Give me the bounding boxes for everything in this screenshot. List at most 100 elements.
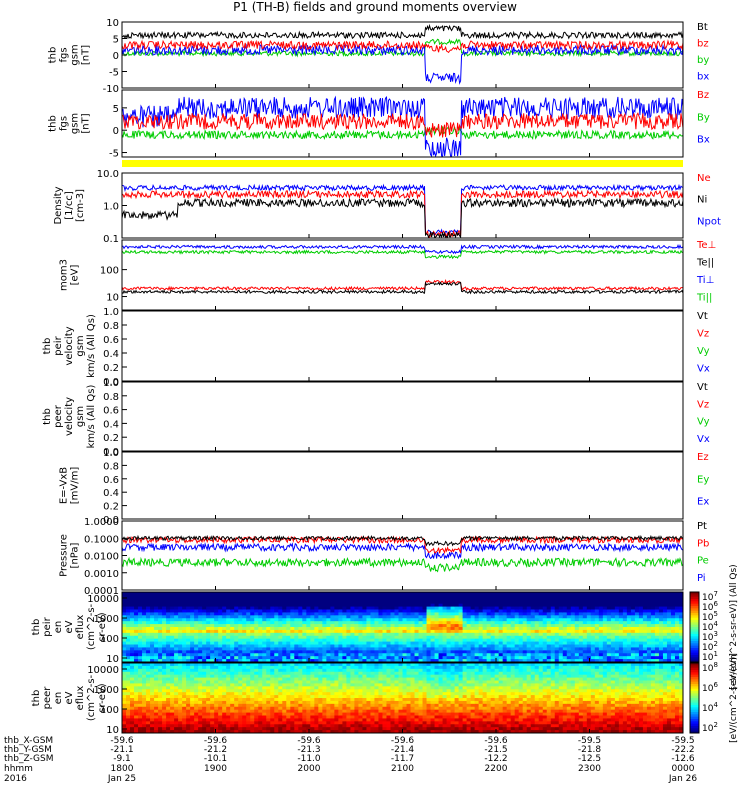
- legend-entry: Vt: [697, 382, 708, 393]
- xaxis-row-label: thb_Y-GSM: [4, 745, 52, 755]
- colorbar-9: [690, 663, 699, 734]
- axis-label: peir: [42, 616, 53, 636]
- axis-label: sr-eV): [97, 683, 108, 712]
- ytick-label: -10: [103, 84, 119, 95]
- axis-label: [mV/m]: [70, 467, 81, 505]
- xaxis-row-label: thb_X-GSM: [4, 736, 53, 746]
- axis-label: thb: [31, 690, 42, 707]
- axis-label: [eV]: [70, 265, 81, 286]
- legend-entry: Bz: [697, 90, 709, 101]
- xtick-label: -21.3: [297, 745, 320, 755]
- series-Pt: [121, 534, 684, 547]
- axis-label: thb: [42, 338, 53, 355]
- axis-label: velocity: [64, 397, 75, 436]
- xtick-label: -59.6: [391, 736, 415, 746]
- colorbar-tick: 104: [702, 701, 718, 714]
- series-Bx: [121, 95, 684, 158]
- series-Te-par: [121, 281, 684, 295]
- xtick-label: -21.1: [110, 745, 133, 755]
- ytick-label: 1.0: [103, 307, 119, 318]
- spectrogram-9: [122, 663, 684, 734]
- ytick-label: 100: [100, 266, 119, 277]
- series-Ti-perp: [122, 244, 684, 255]
- axis-label: (cm^2-s-: [86, 603, 97, 650]
- panel-frame-6: [121, 451, 684, 520]
- ytick-label: 0.0100: [84, 552, 119, 563]
- legend-entry: Ey: [697, 474, 709, 485]
- legend-entry: Ni: [697, 195, 707, 206]
- legend-entry: Te⊥: [696, 240, 716, 251]
- ytick-label: 0.6: [103, 475, 119, 486]
- ytick-label: 0.0001: [84, 586, 119, 597]
- plot-title: P1 (TH-B) fields and ground moments over…: [233, 0, 517, 14]
- legend-entry: Vz: [697, 329, 709, 340]
- legend-entry: bz: [697, 39, 709, 50]
- ytick-label: 0.8: [103, 321, 119, 332]
- panel-frame-2: [121, 172, 684, 239]
- ytick-label: 0.4: [103, 488, 119, 499]
- axis-label: [cm-3]: [75, 189, 86, 222]
- xtick-label: 2200: [485, 764, 508, 774]
- series-Npot: [122, 183, 684, 236]
- axis-label: km/s (All Qs): [86, 314, 97, 378]
- ytick-label: 5: [113, 104, 119, 115]
- axis-label: [1/cc]: [64, 191, 75, 220]
- colorbar-label: [eV/(cm^2-s-sr-eV)]: [729, 653, 739, 743]
- xtick-label: -59.6: [484, 736, 508, 746]
- xtick-label: 0000: [672, 764, 695, 774]
- ytick-label: 0.2: [103, 502, 119, 513]
- ytick-label: -5: [109, 149, 119, 160]
- ytick-label: 1000: [94, 614, 119, 625]
- axis-label: mom3: [59, 259, 70, 291]
- legend-entry: Pb: [697, 538, 709, 549]
- ytick-label: 1.0: [103, 202, 119, 213]
- axis-label: [nT]: [81, 45, 92, 65]
- colorbar-8: [690, 592, 699, 663]
- axis-label: velocity: [64, 326, 75, 365]
- xtick-label: -10.1: [204, 754, 227, 764]
- xtick-label: -21.4: [391, 745, 415, 755]
- panel-frame-5: [121, 381, 684, 452]
- ytick-label: 1.0: [103, 378, 119, 389]
- series-Ti-par: [121, 249, 684, 260]
- series-bx: [121, 43, 684, 85]
- xtick-label: -21.8: [578, 745, 602, 755]
- axis-label: en: [53, 692, 64, 705]
- xtick-label: -21.2: [204, 745, 227, 755]
- xtick-label: -59.6: [110, 736, 134, 746]
- series-Ne: [121, 188, 684, 239]
- ytick-label: 100: [100, 705, 119, 716]
- legend-entry: Npot: [697, 216, 721, 227]
- axis-label: thb: [48, 115, 59, 132]
- legend-entry: Vy: [697, 417, 710, 428]
- ytick-label: 0: [113, 126, 119, 137]
- axis-label: thb: [42, 408, 53, 425]
- legend-entry: Bt: [697, 22, 708, 33]
- legend-entry: Vx: [697, 434, 710, 445]
- status-bar: [122, 160, 683, 167]
- axis-label: eV: [64, 620, 75, 633]
- xtick-label: 2300: [578, 764, 601, 774]
- xaxis-row-label: thb_Z-GSM: [4, 754, 53, 764]
- axis-label: km/s (All Qs): [86, 385, 97, 449]
- colorbar-tick: 106: [702, 681, 718, 694]
- axis-label: thb: [31, 619, 42, 636]
- xtick-label: Jan 26: [668, 774, 697, 784]
- ytick-label: 0.0: [103, 447, 119, 458]
- xtick-label: 2100: [391, 764, 414, 774]
- ytick-label: -5: [109, 68, 119, 79]
- ytick-label: 100: [100, 634, 119, 645]
- xaxis-row-label: 2016: [4, 774, 27, 784]
- legend-entry: Vy: [697, 346, 710, 357]
- axis-label: [nT]: [81, 113, 92, 133]
- axis-label: Pressure: [59, 534, 70, 577]
- ytick-label: 0.2: [103, 433, 119, 444]
- xtick-label: -12.6: [671, 754, 695, 764]
- ytick-label: 0.6: [103, 406, 119, 417]
- ytick-label: 1.0000: [84, 517, 119, 528]
- axis-label: peer: [42, 686, 53, 710]
- legend-entry: By: [697, 112, 710, 123]
- legend-entry: Vx: [697, 364, 710, 375]
- xtick-label: -12.2: [484, 754, 507, 764]
- legend-entry: Pt: [697, 521, 707, 532]
